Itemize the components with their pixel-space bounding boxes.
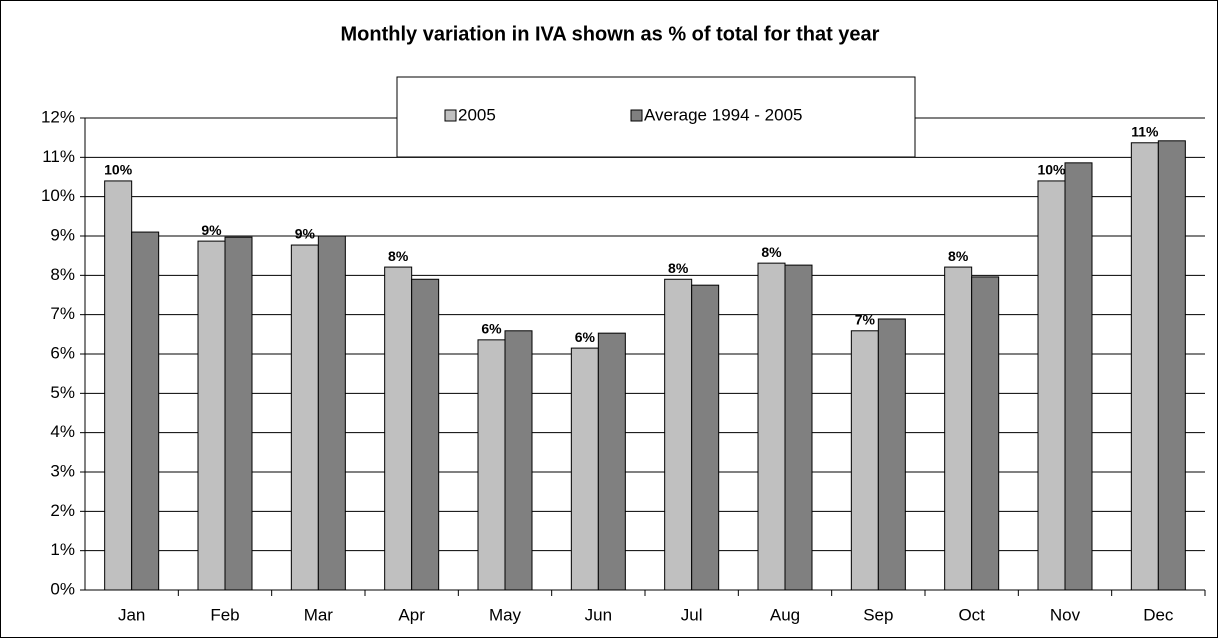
y-tick-label: 8% — [50, 265, 75, 284]
data-label: 8% — [668, 260, 689, 276]
x-tick-label: Dec — [1143, 605, 1174, 624]
bar — [504, 330, 533, 591]
x-tick-label: Jan — [118, 605, 145, 624]
data-label: 9% — [295, 226, 316, 242]
bar — [197, 240, 226, 591]
legend-swatch — [444, 109, 457, 122]
y-tick-label: 6% — [50, 343, 75, 362]
bar — [477, 339, 506, 591]
y-tick-label: 7% — [50, 304, 75, 323]
bar — [784, 264, 813, 591]
bar — [691, 284, 720, 591]
bar — [1064, 162, 1093, 591]
data-label: 8% — [761, 244, 782, 260]
chart-title: Monthly variation in IVA shown as % of t… — [341, 23, 880, 45]
y-tick-label: 0% — [50, 579, 75, 598]
bar — [131, 231, 160, 591]
legend-label: 2005 — [458, 105, 496, 124]
bar — [411, 278, 440, 591]
bar — [290, 244, 319, 591]
x-tick-label: May — [489, 605, 522, 624]
y-tick-label: 1% — [50, 540, 75, 559]
x-tick-label: Sep — [863, 605, 893, 624]
data-label: 8% — [388, 248, 409, 264]
y-tick-label: 2% — [50, 501, 75, 520]
bar — [570, 347, 599, 591]
data-label: 11% — [1131, 123, 1159, 139]
legend-label: Average 1994 - 2005 — [644, 105, 802, 124]
x-tick-label: Mar — [304, 605, 334, 624]
x-tick-label: Aug — [770, 605, 800, 624]
data-label: 10% — [104, 162, 133, 178]
y-tick-label: 5% — [50, 383, 75, 402]
bar — [877, 318, 906, 591]
y-tick-label: 3% — [50, 461, 75, 480]
x-tick-label: Feb — [210, 605, 239, 624]
y-tick-label: 12% — [41, 107, 75, 126]
bar — [1130, 142, 1159, 591]
x-tick-label: Jul — [681, 605, 703, 624]
bar — [944, 266, 973, 591]
bar — [1037, 180, 1066, 591]
bar — [757, 262, 786, 591]
x-tick-label: Apr — [398, 605, 425, 624]
data-label: 10% — [1037, 162, 1066, 178]
bar — [1157, 140, 1186, 591]
data-label: 8% — [948, 248, 969, 264]
data-label: 6% — [481, 321, 502, 337]
bar — [664, 278, 693, 591]
y-tick-label: 10% — [41, 186, 75, 205]
bar — [971, 276, 1000, 591]
bar — [850, 330, 879, 591]
y-tick-label: 11% — [42, 147, 75, 166]
x-tick-label: Nov — [1050, 605, 1081, 624]
bar — [384, 266, 413, 591]
y-tick-label: 4% — [50, 422, 75, 441]
data-label: 7% — [855, 311, 876, 327]
x-tick-label: Oct — [958, 605, 985, 624]
bar — [224, 236, 253, 591]
legend-swatch — [630, 109, 643, 122]
x-tick-label: Jun — [585, 605, 612, 624]
bar — [597, 332, 626, 591]
legend-box — [396, 76, 916, 158]
data-label: 6% — [575, 329, 596, 345]
y-tick-label: 9% — [50, 225, 75, 244]
data-label: 9% — [201, 222, 222, 238]
bar — [104, 180, 133, 591]
bar — [317, 235, 346, 591]
